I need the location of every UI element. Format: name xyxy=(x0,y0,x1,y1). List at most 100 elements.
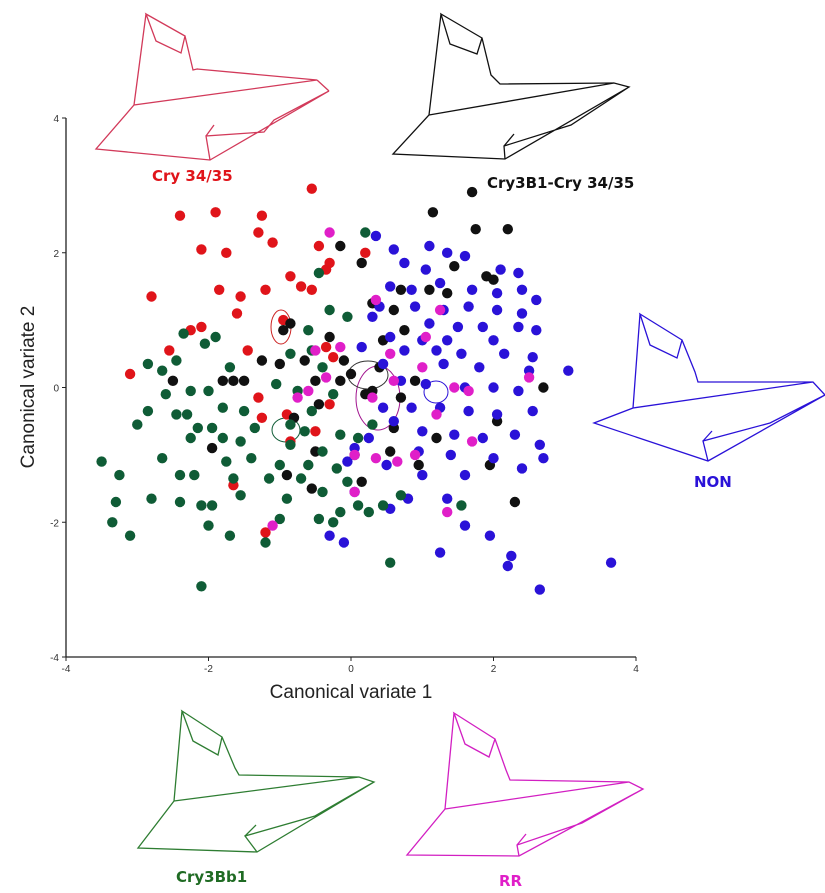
data-point-cry3bb1 xyxy=(328,389,339,400)
data-point-cry3b1-cry-34-35 xyxy=(399,325,410,336)
data-point-non xyxy=(513,385,524,397)
data-point-non xyxy=(477,321,488,333)
data-point-cry3bb1 xyxy=(196,581,207,592)
data-point-cry3bb1 xyxy=(181,409,193,420)
data-point-non xyxy=(434,547,446,558)
data-point-non xyxy=(406,402,417,413)
data-point-cry3bb1 xyxy=(377,500,389,511)
data-point-non xyxy=(363,432,374,444)
data-point-cry3bb1 xyxy=(157,365,168,376)
data-point-cry3bb1 xyxy=(363,506,374,518)
data-point-cry3b1-cry-34-35 xyxy=(488,274,499,285)
data-point-non xyxy=(388,416,399,427)
data-point-cry3bb1 xyxy=(185,432,196,444)
data-point-cry-34-35 xyxy=(310,426,321,437)
data-point-cry3bb1 xyxy=(335,506,346,518)
data-point-non xyxy=(385,331,396,343)
data-point-rr xyxy=(431,409,442,420)
y-tick-label: 4 xyxy=(53,114,59,125)
data-point-cry3bb1 xyxy=(352,432,364,444)
y-tick-label: 2 xyxy=(53,249,59,260)
data-point-cry3bb1 xyxy=(285,439,296,450)
data-point-rr xyxy=(367,392,378,403)
wireframe-label-rr: RR xyxy=(499,872,523,890)
data-point-non xyxy=(399,257,410,269)
x-tick-label: -2 xyxy=(204,664,213,675)
data-point-cry3b1-cry-34-35 xyxy=(299,355,310,366)
data-point-cry3bb1 xyxy=(146,493,157,504)
wireframe-cry3b1-cry-34-35 xyxy=(391,12,631,160)
data-point-cry3b1-cry-34-35 xyxy=(310,375,321,386)
data-point-cry3b1-cry-34-35 xyxy=(228,375,239,386)
data-point-cry3b1-cry-34-35 xyxy=(424,284,435,295)
data-point-rr xyxy=(310,345,321,356)
data-point-non xyxy=(367,311,378,322)
data-point-non xyxy=(434,277,446,289)
data-point-non xyxy=(516,463,528,474)
wireframe-label-non: NON xyxy=(694,473,732,491)
data-point-cry3bb1 xyxy=(199,338,211,349)
data-point-cry3bb1 xyxy=(274,513,285,525)
data-point-non xyxy=(452,321,464,333)
data-point-non xyxy=(442,493,453,504)
wireframe-rr xyxy=(405,711,645,857)
data-point-cry-34-35 xyxy=(256,412,268,423)
data-point-cry3bb1 xyxy=(456,500,467,511)
scatter-points xyxy=(96,183,617,595)
data-point-rr xyxy=(449,382,460,393)
data-point-cry3bb1 xyxy=(274,459,285,471)
data-point-cry3b1-cry-34-35 xyxy=(449,261,460,272)
data-point-non xyxy=(491,288,503,299)
data-point-cry3bb1 xyxy=(281,493,293,504)
data-point-cry3bb1 xyxy=(196,500,207,511)
data-point-cry3b1-cry-34-35 xyxy=(324,331,335,343)
data-point-non xyxy=(388,244,399,255)
data-point-rr xyxy=(320,372,332,383)
data-point-cry-34-35 xyxy=(253,392,264,403)
data-point-rr xyxy=(292,392,303,403)
data-point-cry-34-35 xyxy=(221,247,232,258)
data-point-cry3b1-cry-34-35 xyxy=(356,476,367,487)
series-non xyxy=(324,230,617,595)
x-axis-title: Canonical variate 1 xyxy=(270,682,433,703)
x-tick-label: 0 xyxy=(348,664,354,675)
data-point-non xyxy=(459,469,471,481)
data-point-cry3bb1 xyxy=(246,453,257,464)
data-point-non xyxy=(605,557,617,568)
wireframe-cry3bb1 xyxy=(136,709,376,853)
data-point-rr xyxy=(370,294,382,306)
data-point-non xyxy=(531,325,542,336)
data-point-non xyxy=(488,382,499,393)
data-point-rr xyxy=(324,227,335,238)
data-point-cry3bb1 xyxy=(124,530,136,541)
data-point-cry3b1-cry-34-35 xyxy=(442,288,453,299)
series-cry-34-35 xyxy=(124,183,371,538)
data-point-cry3b1-cry-34-35 xyxy=(395,392,407,403)
data-point-cry3bb1 xyxy=(142,358,154,370)
data-point-rr xyxy=(392,456,403,467)
data-point-cry-34-35 xyxy=(320,341,332,353)
data-point-non xyxy=(459,520,471,531)
data-point-cry3bb1 xyxy=(306,405,317,417)
data-point-non xyxy=(459,250,471,262)
data-point-cry3bb1 xyxy=(313,513,325,525)
data-point-cry3b1-cry-34-35 xyxy=(281,469,293,481)
data-point-cry3bb1 xyxy=(114,469,125,481)
data-point-non xyxy=(474,362,485,373)
data-point-cry3bb1 xyxy=(328,517,339,528)
data-point-cry-34-35 xyxy=(324,399,335,410)
data-point-cry3bb1 xyxy=(313,267,325,279)
data-point-non xyxy=(534,439,545,450)
data-point-non xyxy=(463,405,474,417)
data-point-non xyxy=(513,267,524,279)
data-point-cry3bb1 xyxy=(174,469,186,481)
data-point-cry3bb1 xyxy=(324,304,335,316)
wireframe-label-cry-34-35: Cry 34/35 xyxy=(152,167,233,185)
data-point-cry3b1-cry-34-35 xyxy=(217,375,228,386)
data-point-cry-34-35 xyxy=(328,352,339,363)
data-point-non xyxy=(563,365,574,376)
data-point-cry3bb1 xyxy=(263,473,275,484)
data-point-non xyxy=(409,301,421,312)
data-point-cry3b1-cry-34-35 xyxy=(206,442,218,454)
data-point-cry3bb1 xyxy=(285,348,296,359)
